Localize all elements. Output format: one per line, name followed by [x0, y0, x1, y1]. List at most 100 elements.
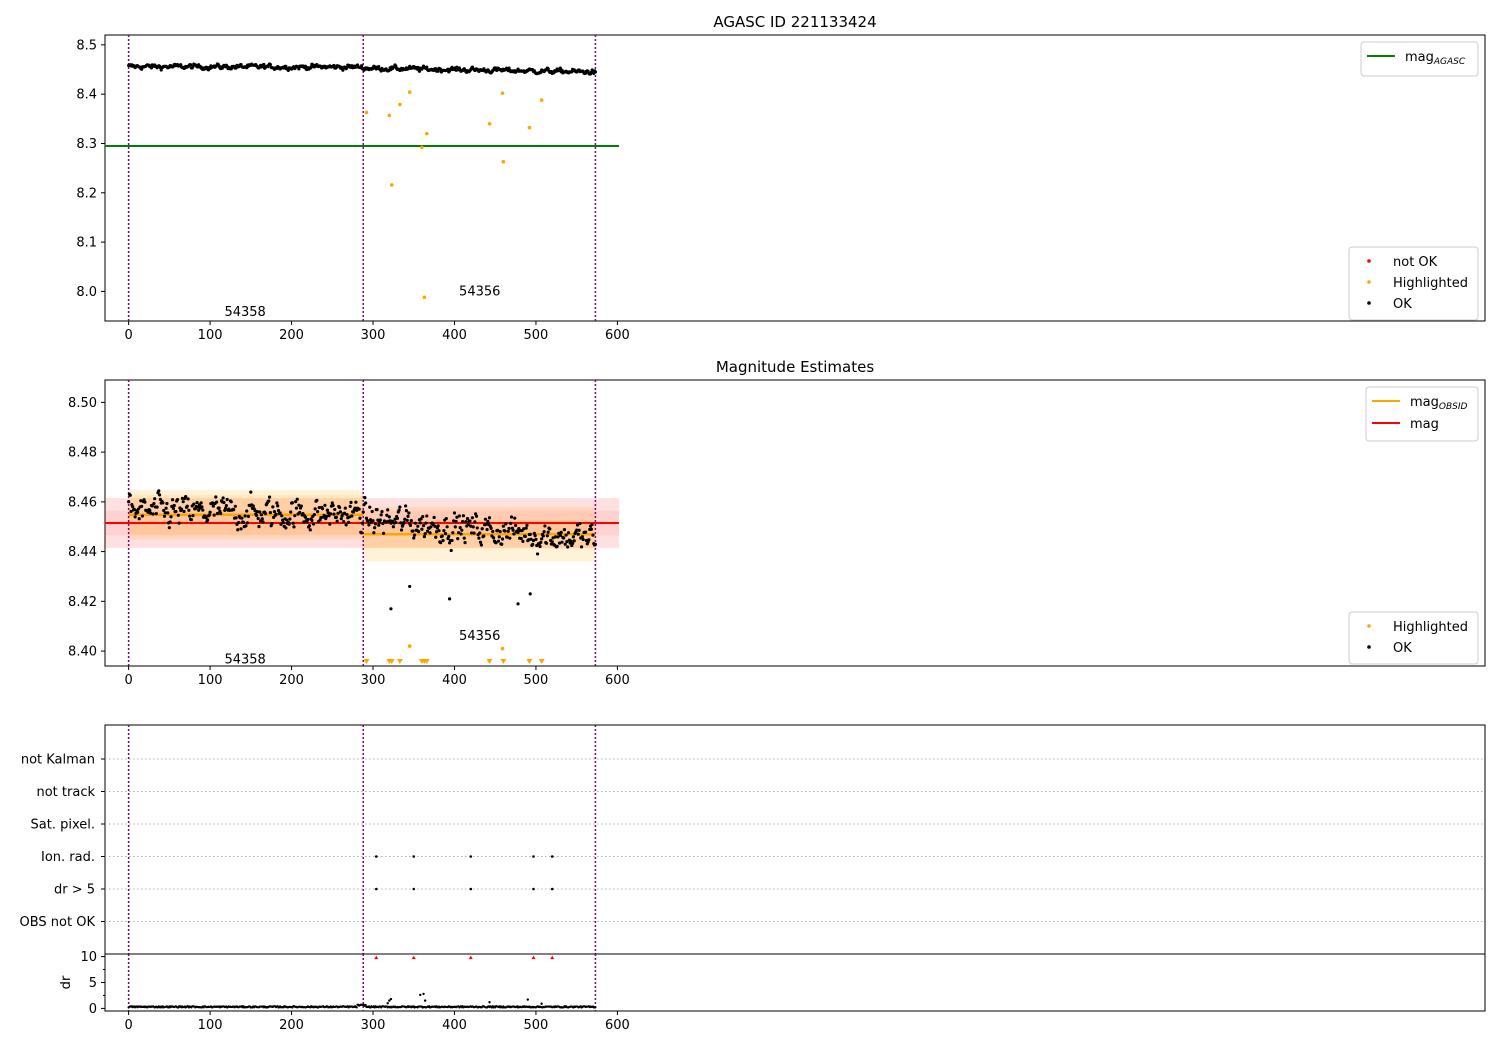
ok-point [580, 535, 584, 539]
ok-point [291, 521, 295, 525]
ok-point [550, 540, 554, 544]
ok-point [394, 64, 398, 68]
ok-point [241, 520, 246, 524]
ok-point [562, 528, 567, 532]
ok-point [267, 499, 271, 503]
flags-panel: not Kalman not track Sat. pixel. Ion. rad. d… [20, 724, 1486, 955]
dr-axis-label: dr [59, 975, 74, 989]
ok-point [576, 532, 580, 536]
ok-point [543, 524, 547, 528]
ok-point [360, 521, 365, 525]
ok-point [516, 602, 520, 606]
ok-point [522, 527, 526, 531]
ok-point [295, 497, 299, 501]
ok-point [254, 513, 259, 518]
highlighted-point [364, 110, 369, 115]
flag-row-label: not Kalman [21, 753, 95, 768]
legend-label: magAGASC [1405, 50, 1466, 67]
legend-label-main: mag [1410, 395, 1439, 410]
ok-point [278, 511, 282, 515]
ok-point [516, 530, 520, 535]
ok-point [468, 519, 472, 523]
ok-point [188, 514, 192, 518]
ok-point [199, 501, 203, 505]
ok-point [192, 502, 196, 506]
ok-point [280, 518, 285, 522]
ok-point [322, 513, 326, 518]
highlighted-point [487, 121, 492, 126]
legend-label: magOBSID [1410, 395, 1468, 412]
ok-point [529, 537, 533, 541]
ok-point [566, 531, 571, 535]
ok-point [206, 518, 210, 522]
ok-point [425, 529, 430, 533]
ok-point [440, 534, 444, 538]
ok-point [249, 490, 253, 494]
ok-point [368, 518, 373, 522]
ok-point [268, 510, 272, 515]
ok-point [140, 67, 144, 71]
ok-point [274, 512, 278, 516]
ok-point [261, 520, 265, 524]
ok-point [184, 495, 188, 499]
ok-point [398, 505, 402, 509]
ok-point [461, 520, 465, 524]
ok-point [251, 504, 255, 508]
ok-point [513, 523, 518, 528]
obsid-label: 54358 [224, 305, 265, 320]
legend-label-sub: AGASC [1433, 57, 1466, 67]
obsid-label: 54356 [459, 284, 500, 299]
ok-point [423, 532, 427, 536]
ok-point [210, 501, 215, 505]
ok-point [260, 517, 264, 521]
ok-point [271, 505, 275, 509]
panel-frame [104, 953, 1486, 1012]
ok-point [411, 529, 415, 533]
ok-point [222, 500, 226, 505]
ok-point [246, 514, 250, 518]
ok-point [313, 507, 317, 511]
ok-point [412, 533, 417, 537]
ok-point [397, 508, 401, 512]
ok-point [546, 530, 550, 534]
ok-point [174, 509, 178, 514]
y-tick-label: 5 [89, 976, 97, 991]
ok-point [171, 498, 175, 502]
ok-point [290, 501, 294, 505]
ok-point [404, 509, 409, 513]
y-tick-label: 8.2 [76, 186, 97, 201]
dr-panel: 0 100 200 300 400 500 600 0 5 10 dr [59, 950, 1486, 1033]
ok-point [361, 510, 365, 514]
ok-point [240, 516, 244, 520]
ok-point [214, 495, 218, 499]
ok-point [511, 528, 515, 532]
ok-point [500, 537, 505, 541]
ok-point [364, 501, 368, 505]
ok-point [489, 526, 493, 530]
ok-point [215, 500, 219, 504]
ok-point [181, 500, 185, 504]
ok-point [258, 510, 262, 514]
ok-point [180, 496, 184, 500]
ok-point [434, 535, 438, 539]
ok-point [275, 501, 279, 505]
ok-point [485, 527, 489, 532]
x-tick-label: 600 [605, 673, 630, 688]
ok-point [466, 522, 470, 527]
ok-point [486, 519, 490, 523]
ok-point [292, 525, 296, 529]
ok-point [544, 541, 549, 545]
ok-point [379, 513, 383, 517]
ok-point [317, 505, 321, 510]
ok-point [382, 531, 386, 535]
y-tick-label: 8.1 [76, 236, 97, 251]
ok-point [215, 511, 220, 516]
ok-point [135, 510, 140, 514]
ok-point [508, 536, 512, 540]
ok-point [236, 528, 240, 532]
offscale-marker [486, 659, 493, 664]
ok-point [432, 515, 436, 520]
ok-point [433, 524, 437, 528]
ok-point [482, 534, 486, 538]
ok-point [484, 522, 488, 526]
